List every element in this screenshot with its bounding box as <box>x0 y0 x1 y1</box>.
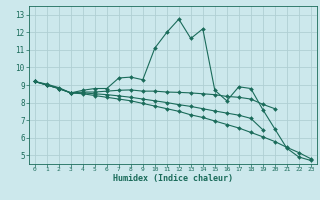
X-axis label: Humidex (Indice chaleur): Humidex (Indice chaleur) <box>113 174 233 183</box>
